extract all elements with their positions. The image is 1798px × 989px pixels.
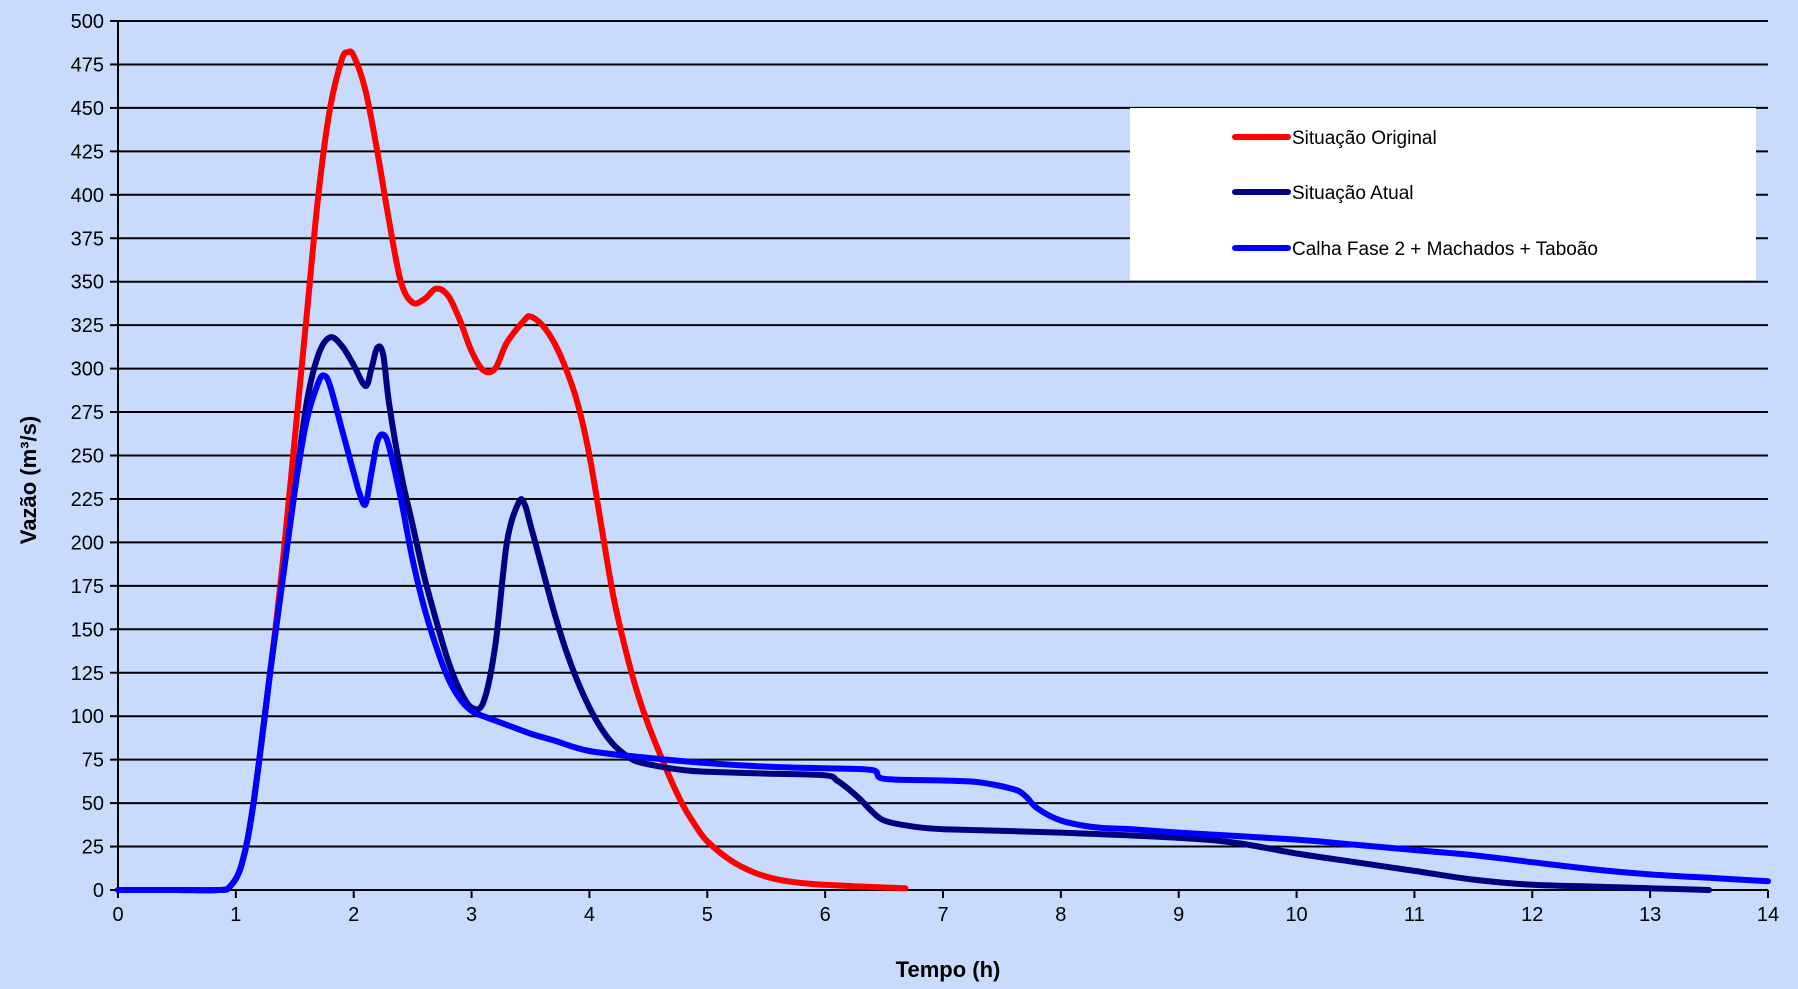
- y-tick-label: 275: [71, 402, 104, 424]
- y-tick-label: 500: [71, 11, 104, 33]
- x-tick-label: 2: [348, 904, 359, 926]
- y-tick-label: 225: [71, 489, 104, 511]
- axes: [110, 20, 1769, 898]
- y-tick-label: 25: [82, 837, 104, 859]
- legend-entry-situacao-atual: Situação Atual: [1292, 183, 1413, 204]
- x-tick-label: 1: [230, 904, 241, 926]
- y-tick-label: 450: [71, 98, 104, 120]
- x-tick-labels: 0 1 2 3 4 5 6 7 8 9 10 11 12 13 14: [112, 904, 1779, 926]
- y-tick-label: 300: [71, 359, 104, 381]
- y-tick-label: 475: [71, 54, 104, 76]
- x-axis-title: Tempo (h): [896, 957, 1001, 982]
- x-tick-label: 11: [1404, 904, 1425, 926]
- series-situacao-original-line: [115, 48, 909, 894]
- x-tick-label: 6: [820, 904, 831, 926]
- y-tick-label: 150: [71, 619, 104, 641]
- series-calha-fase-2-line: [115, 372, 1771, 894]
- y-tick-label: 400: [71, 185, 104, 207]
- y-tick-label: 75: [82, 750, 104, 772]
- y-axis-title: Vazão (m³/s): [16, 416, 41, 544]
- legend-entry-calha-fase-2: Calha Fase 2 + Machados + Taboão: [1292, 239, 1598, 260]
- gridlines: [118, 20, 1768, 848]
- y-tick-label: 350: [71, 272, 104, 294]
- legend-entry-situacao-original: Situação Original: [1292, 128, 1437, 149]
- x-tick-label: 12: [1521, 904, 1543, 926]
- y-tick-label: 175: [71, 576, 104, 598]
- y-tick-label: 425: [71, 141, 104, 163]
- y-tick-label: 325: [71, 315, 104, 337]
- x-tick-label: 3: [466, 904, 477, 926]
- x-tick-label: 8: [1055, 904, 1066, 926]
- x-tick-label: 7: [937, 904, 948, 926]
- y-tick-label: 100: [71, 706, 104, 728]
- series-situacao-atual-line: [115, 334, 1713, 894]
- y-tick-labels: 0 25 50 75 100 125 150 175 200 225 250 275 300 325 350…: [71, 11, 104, 902]
- y-tick-label: 250: [71, 446, 104, 468]
- y-tick-label: 200: [71, 532, 104, 554]
- x-tick-label: 13: [1639, 904, 1661, 926]
- y-tick-label: 125: [71, 663, 104, 685]
- x-tick-label: 9: [1173, 904, 1184, 926]
- x-tick-label: 4: [584, 904, 595, 926]
- x-tick-label: 14: [1757, 904, 1779, 926]
- legend: Situação Original Situação Atual Calha Fas…: [1130, 108, 1756, 280]
- series-lines: [115, 48, 1771, 894]
- x-tick-label: 5: [702, 904, 713, 926]
- y-tick-label: 0: [93, 880, 104, 902]
- x-tick-label: 0: [112, 904, 123, 926]
- y-tick-label: 375: [71, 228, 104, 250]
- x-tick-label: 10: [1285, 904, 1307, 926]
- y-tick-label: 50: [82, 793, 104, 815]
